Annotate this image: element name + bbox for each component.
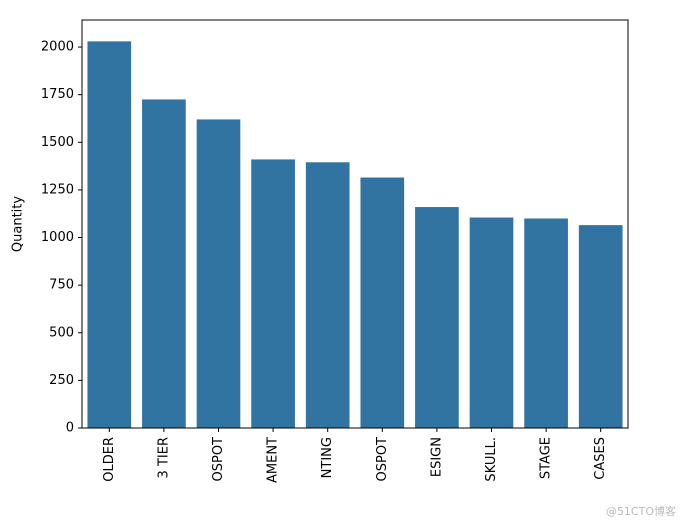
x-tick-label: NTING [320,437,335,478]
y-axis-label: Quantity [11,196,26,252]
bar [196,119,241,428]
y-tick-label: 1750 [41,87,74,102]
bar [142,99,186,428]
bar [251,159,295,428]
y-tick-label: 1500 [41,135,74,150]
bar [578,225,623,428]
bar [524,218,568,428]
y-tick-label: 1000 [41,230,74,245]
y-tick-label: 750 [49,278,74,293]
x-tick-label: AMENT [266,437,281,483]
plot-frame [81,19,629,429]
bar [469,217,514,428]
y-tick-label: 500 [49,325,74,340]
watermark: @51CTO博客 [606,504,676,518]
y-tick-label: 1250 [41,182,74,197]
x-tick-label: STAGE [539,437,554,479]
x-tick-label: 3 TIER [156,437,171,478]
y-tick-label: 250 [49,373,74,388]
bar [305,162,350,429]
bar [415,207,459,428]
x-tick-label: ESIGN [429,437,444,477]
y-tick-label: 2000 [41,40,74,55]
x-tick-label: OLDER [102,437,117,482]
y-tick-label: 0 [66,421,74,436]
x-tick-label: SKULL. [484,437,499,482]
bar [87,41,132,428]
x-tick-label: CASES [593,437,608,480]
x-tick-label: OSPOT [211,437,226,482]
bar [360,177,405,428]
x-tick-label: OSPOT [375,437,390,482]
